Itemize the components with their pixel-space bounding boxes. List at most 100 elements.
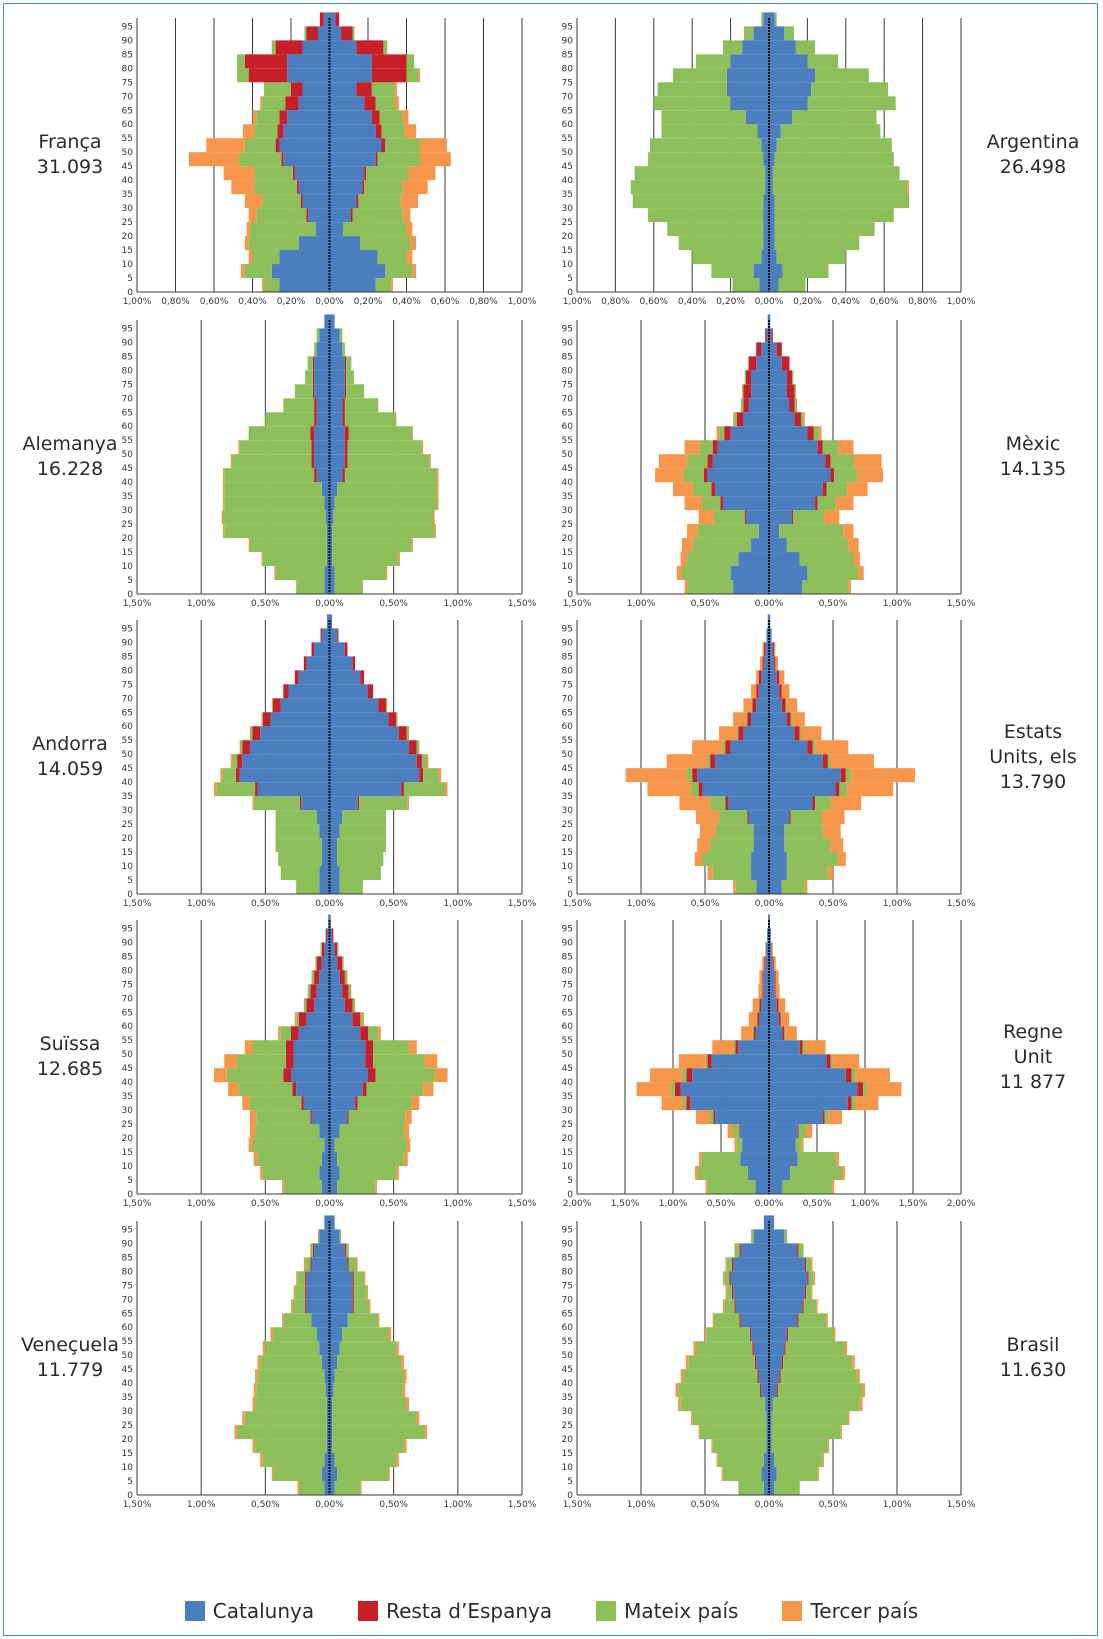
pyramid-6-bar-res-right	[362, 1082, 367, 1097]
pyramid-8-bar-cat-left	[326, 1425, 330, 1440]
pyramid-5-ytick: 0	[567, 890, 573, 900]
pyramid-7-bar-cat-left	[742, 1138, 769, 1153]
pyramid-6-ytick: 5	[127, 1176, 133, 1186]
pyramid-7-bar-cat-right	[769, 1026, 783, 1041]
country-name: França	[38, 131, 102, 153]
pyramid-7-ytick: 95	[562, 924, 573, 934]
pyramid-5-bar-res-left	[747, 810, 749, 825]
pyramid-0-ytick: 70	[122, 92, 134, 102]
pyramid-9-ytick: 70	[562, 1295, 574, 1305]
pyramid-0-bar-res-left	[306, 208, 309, 223]
legend-label-tercer-pais: Tercer país	[810, 1599, 919, 1623]
pyramid-1-bar-mat-right	[774, 12, 777, 27]
pyramid-8-xtick: 1,00%	[187, 1500, 216, 1510]
pyramid-7-bar-cat-right	[769, 984, 775, 999]
pyramid-8-bar-cat-right	[329, 1341, 340, 1356]
pyramid-5-bar-ter-left	[666, 754, 708, 769]
pyramid-7-bar-mat-left	[756, 1012, 758, 1027]
pyramid-8-ytick: 20	[122, 1435, 134, 1445]
pyramid-9-bar-mat-right	[798, 1243, 804, 1258]
pyramid-7-bar-res-left	[739, 1124, 741, 1139]
pyramid-8-bar-cat-right	[329, 1243, 345, 1258]
pyramid-9-bar-cat-left	[763, 1453, 769, 1468]
pyramid-4-bar-cat-right	[329, 698, 379, 713]
pyramid-6-bar-cat-left	[324, 942, 330, 957]
pyramid-0-bar-mat-right	[375, 278, 392, 292]
pyramid-6-bar-ter-left	[228, 1082, 239, 1097]
pyramid-0-bar-res-right	[375, 124, 382, 139]
pyramid-0-bar-ter-right	[404, 124, 417, 139]
pyramid-2-bar-mat-right	[346, 356, 352, 371]
pyramid-2-bar-res-right	[342, 412, 345, 427]
pyramid-4-bar-mat-right	[337, 852, 384, 867]
pyramid-0-bar-cat-left	[298, 180, 330, 195]
pyramid-9-bar-cat-left	[753, 1341, 769, 1356]
pyramid-1-bar-mat-right	[774, 194, 910, 209]
pyramid-7-bar-ter-right	[841, 1166, 845, 1181]
pyramid-4-bar-ter-right	[445, 782, 448, 797]
pyramid-7-bar-ter-right	[773, 956, 776, 971]
pyramid-5-bar-res-right	[812, 796, 816, 811]
pyramid-9-xtick: 1,00%	[883, 1500, 912, 1510]
pyramid-0-ytick: 85	[122, 50, 133, 60]
pyramid-1-ytick: 70	[562, 92, 574, 102]
pyramid-9-bar-ter-left	[711, 1439, 713, 1454]
pyramid-5-bar-cat-right	[769, 698, 782, 713]
pyramid-3-bar-cat-left	[761, 342, 769, 357]
pyramid-2-bar-cat-right	[329, 426, 345, 441]
pyramid-4-bar-cat-left	[239, 768, 330, 783]
pyramid-6-bar-cat-right	[329, 1082, 363, 1097]
pyramid-1-bar-mat-left	[648, 208, 764, 223]
pyramid-6-bar-ter-left	[260, 1166, 263, 1181]
pyramid-7-xtick: 1,00%	[659, 1199, 688, 1209]
pyramid-3-bar-cat-left	[715, 482, 769, 497]
pyramid-9-bar-cat-left	[761, 1383, 769, 1398]
pyramid-5-bar-cat-right	[769, 782, 836, 797]
pyramid-2-bar-res-right	[344, 426, 349, 441]
pyramid-0-bar-cat-left	[283, 124, 330, 139]
pyramid-8-bar-mat-left	[237, 1425, 327, 1440]
pyramid-8-bar-cat-right	[329, 1369, 335, 1384]
pyramid-6-bar-res-right	[368, 1068, 376, 1083]
pyramid-4-bar-res-left	[294, 670, 299, 685]
pyramid-0-bar-cat-left	[298, 236, 330, 251]
pyramid-0-bar-ter-left	[188, 152, 240, 167]
pyramid-7-bar-cat-right	[769, 1180, 783, 1194]
pyramid-5-bar-mat-left	[751, 698, 753, 713]
pyramid-4-bar-mat-left	[271, 698, 274, 713]
pyramid-7-xtick: 0,50%	[707, 1199, 736, 1209]
pyramid-9-bar-res-right	[802, 1299, 804, 1314]
pyramid-0-bar-ter-left	[252, 110, 257, 125]
pyramid-5-bar-mat-right	[784, 824, 823, 839]
pyramid-8-bar-mat-right	[347, 1313, 379, 1328]
pyramid-3-bar-mat-left	[702, 496, 721, 511]
pyramid-7-bar-ter-right	[806, 1124, 813, 1139]
pyramid-7-bar-cat-left	[680, 1082, 769, 1097]
pyramid-7-bar-mat-right	[784, 1026, 786, 1041]
pyramid-2-bar-cat-left	[316, 342, 330, 357]
pyramid-3-bar-res-left	[724, 426, 731, 441]
pyramid-6-bar-ter-left	[214, 1068, 227, 1083]
pyramid-6-bar-cat-right	[329, 942, 335, 957]
pyramid-4-bar-mat-left	[253, 796, 300, 811]
pyramid-0-bar-ter-right	[402, 110, 409, 125]
pyramid-2-bar-mat-right	[334, 580, 363, 594]
pyramid-0-bar-cat-left	[271, 264, 330, 279]
pyramid-1-bar-mat-left	[657, 82, 727, 97]
pyramid-0-ytick: 80	[122, 64, 134, 74]
pyramid-6-bar-cat-right	[329, 1068, 368, 1083]
pyramid-5-ytick: 25	[562, 820, 573, 830]
pyramid-0-bar-cat-right	[329, 138, 382, 153]
pyramid-4-bar-cat-left	[280, 698, 330, 713]
pyramid-9-bar-res-left	[760, 1383, 762, 1398]
pyramid-0-bar-cat-left	[283, 152, 330, 167]
pyramid-7-bar-ter-right	[775, 984, 780, 999]
pyramid-2-bar-cat-left	[324, 314, 330, 329]
pyramid-2-ytick: 65	[122, 408, 133, 418]
pyramid-1-bar-cat-right	[769, 278, 779, 292]
pyramid-9-ytick: 65	[562, 1309, 573, 1319]
pyramid-1-xtick: 0,00%	[755, 297, 784, 307]
pyramid-2-ytick: 60	[122, 422, 134, 432]
pyramid-3-bar-ter-right	[838, 440, 854, 455]
pyramid-3-bar-cat-right	[769, 384, 787, 399]
